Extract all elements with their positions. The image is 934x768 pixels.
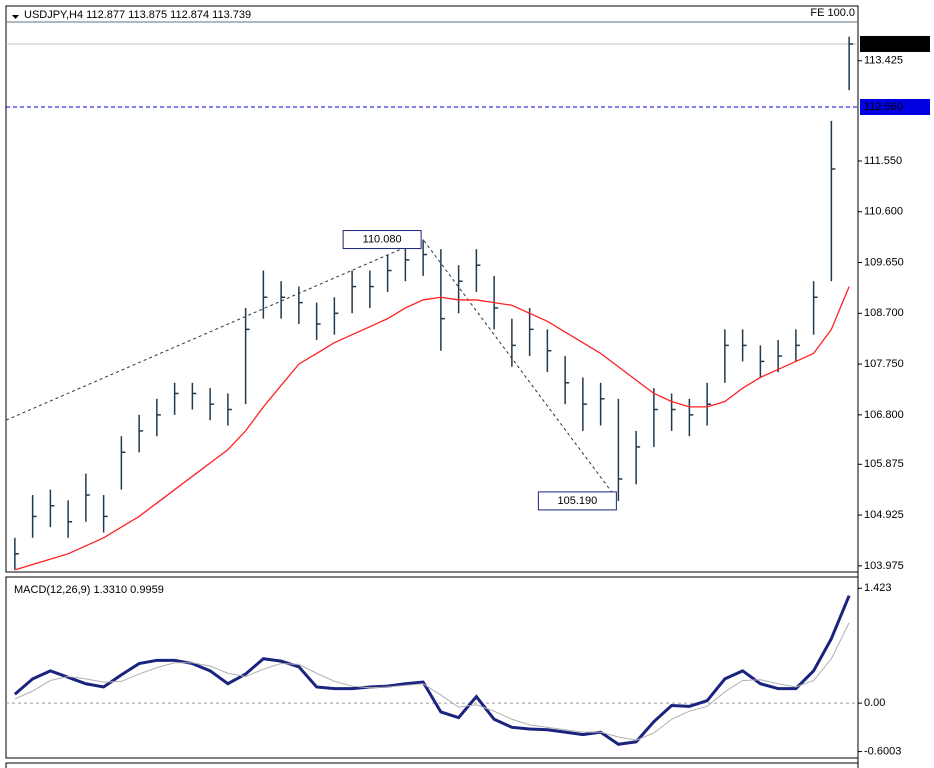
y-tick-label: 113.425 [864, 55, 903, 67]
y-tick-label: 111.550 [864, 155, 902, 167]
y-tick-label: 103.975 [864, 560, 904, 572]
current-price-box [860, 35, 930, 52]
y-tick-label: 106.800 [864, 409, 904, 421]
level-box [860, 98, 930, 115]
current-price-label: 113.739 [864, 38, 903, 50]
trend-line [5, 238, 619, 502]
annotation-box [342, 230, 422, 250]
y-tick-label: 108.700 [864, 307, 904, 319]
price-panel [5, 5, 859, 573]
macd-title: MACD(12,26,9) 1.3310 0.9959 [14, 584, 164, 596]
menu-arrow [12, 15, 19, 19]
annotation-label: 105.190 [557, 495, 597, 507]
macd-panel [5, 576, 859, 759]
annotation-label: 110.080 [363, 233, 402, 245]
y-tick-label: 1.423 [864, 582, 892, 594]
chart-title: USDJPY,H4 112.877 113.875 112.874 113.73… [24, 9, 251, 21]
macd-line [13, 595, 851, 746]
y-tick-label: 105.875 [864, 458, 904, 470]
level-label: 112.560 [864, 101, 903, 113]
annotation-box [537, 491, 617, 511]
y-tick-label: 0.00 [864, 697, 885, 709]
y-tick-label: -0.6003 [864, 745, 901, 757]
moving-average [14, 286, 850, 571]
y-tick-label: 109.650 [864, 256, 904, 268]
macd-line [14, 622, 850, 741]
y-tick-label: 110.600 [864, 206, 903, 218]
lower-panel [5, 762, 859, 768]
fe-label: FE 100.0 [810, 7, 855, 19]
y-tick-label: 104.925 [864, 509, 904, 521]
y-tick-label: 107.750 [864, 358, 904, 370]
